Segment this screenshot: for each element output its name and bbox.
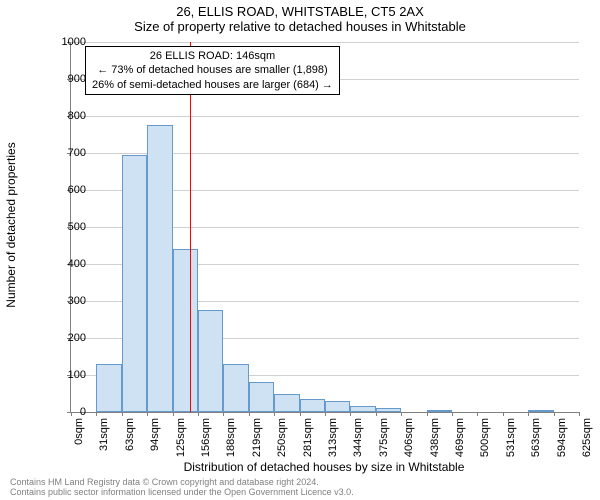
x-tick-mark xyxy=(579,412,580,416)
property-size-histogram: 26, ELLIS ROAD, WHITSTABLE, CT5 2AX Size… xyxy=(0,0,600,500)
chart-title-sub: Size of property relative to detached ho… xyxy=(0,19,600,38)
y-tick-label: 600 xyxy=(46,184,86,196)
x-axis-label: Distribution of detached houses by size … xyxy=(70,460,578,474)
x-tick-mark xyxy=(350,412,351,416)
x-tick-mark xyxy=(300,412,301,416)
x-tick-mark xyxy=(401,412,402,416)
x-tick-mark xyxy=(173,412,174,416)
x-tick-mark xyxy=(452,412,453,416)
y-tick-label: 800 xyxy=(46,110,86,122)
histogram-bar xyxy=(198,310,223,412)
footer-line-2: Contains public sector information licen… xyxy=(10,488,354,498)
x-tick-label: 156sqm xyxy=(200,418,212,457)
x-tick-label: 250sqm xyxy=(276,418,288,457)
x-tick-mark xyxy=(427,412,428,416)
histogram-bar xyxy=(249,382,274,412)
x-tick-label: 219sqm xyxy=(251,418,263,457)
x-tick-label: 563sqm xyxy=(530,418,542,457)
y-tick-label: 300 xyxy=(46,295,86,307)
y-tick-label: 900 xyxy=(46,73,86,85)
histogram-bar xyxy=(147,125,172,412)
x-tick-label: 406sqm xyxy=(403,418,415,457)
histogram-bar xyxy=(223,364,248,412)
x-tick-label: 344sqm xyxy=(352,418,364,457)
x-tick-mark xyxy=(554,412,555,416)
y-tick-label: 700 xyxy=(46,147,86,159)
histogram-bar xyxy=(528,410,553,412)
annotation-line: 26 ELLIS ROAD: 146sqm xyxy=(92,49,333,63)
grid-line xyxy=(71,116,579,117)
x-tick-mark xyxy=(503,412,504,416)
chart-footer: Contains HM Land Registry data © Crown c… xyxy=(10,478,354,498)
x-tick-label: 0sqm xyxy=(73,418,85,445)
y-axis-label: Number of detached properties xyxy=(4,142,18,307)
x-tick-mark xyxy=(325,412,326,416)
histogram-bar xyxy=(173,249,198,412)
histogram-bar xyxy=(122,155,147,412)
y-tick-label: 1000 xyxy=(46,36,86,48)
reference-line xyxy=(190,42,191,412)
x-tick-label: 500sqm xyxy=(479,418,491,457)
x-tick-mark xyxy=(376,412,377,416)
histogram-bar xyxy=(325,401,350,412)
x-tick-label: 531sqm xyxy=(505,418,517,457)
x-tick-mark xyxy=(122,412,123,416)
histogram-bar xyxy=(376,408,401,412)
x-tick-mark xyxy=(274,412,275,416)
x-tick-mark xyxy=(223,412,224,416)
x-tick-mark xyxy=(96,412,97,416)
x-tick-label: 31sqm xyxy=(98,418,110,451)
x-tick-mark xyxy=(249,412,250,416)
y-tick-label: 0 xyxy=(46,406,86,418)
grid-line xyxy=(71,42,579,43)
x-tick-label: 125sqm xyxy=(175,418,187,457)
x-tick-mark xyxy=(528,412,529,416)
x-tick-mark xyxy=(477,412,478,416)
y-tick-label: 200 xyxy=(46,332,86,344)
x-tick-label: 625sqm xyxy=(581,418,593,457)
histogram-bar xyxy=(300,399,325,412)
histogram-bar xyxy=(96,364,121,412)
x-tick-label: 469sqm xyxy=(454,418,466,457)
x-tick-mark xyxy=(198,412,199,416)
plot-area: 26 ELLIS ROAD: 146sqm← 73% of detached h… xyxy=(70,42,579,413)
x-tick-label: 94sqm xyxy=(149,418,161,451)
chart-title-main: 26, ELLIS ROAD, WHITSTABLE, CT5 2AX xyxy=(0,0,600,19)
x-tick-label: 188sqm xyxy=(225,418,237,457)
histogram-bar xyxy=(427,410,452,412)
y-tick-label: 100 xyxy=(46,369,86,381)
x-tick-label: 438sqm xyxy=(429,418,441,457)
annotation-line: ← 73% of detached houses are smaller (1,… xyxy=(92,63,333,77)
annotation-box: 26 ELLIS ROAD: 146sqm← 73% of detached h… xyxy=(85,46,340,95)
x-tick-label: 375sqm xyxy=(378,418,390,457)
annotation-line: 26% of semi-detached houses are larger (… xyxy=(92,78,333,92)
x-tick-label: 594sqm xyxy=(556,418,568,457)
x-tick-label: 313sqm xyxy=(327,418,339,457)
y-tick-label: 500 xyxy=(46,221,86,233)
histogram-bar xyxy=(274,394,299,413)
histogram-bar xyxy=(350,406,375,412)
x-tick-label: 63sqm xyxy=(124,418,136,451)
x-tick-mark xyxy=(147,412,148,416)
x-tick-label: 281sqm xyxy=(302,418,314,457)
y-tick-label: 400 xyxy=(46,258,86,270)
